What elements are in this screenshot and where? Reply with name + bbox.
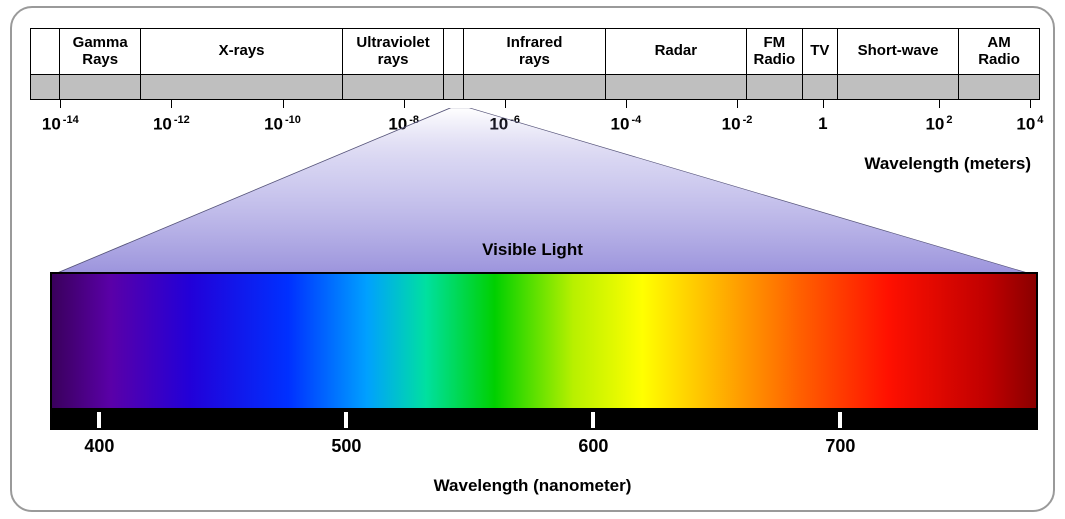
meter-tick-label: 10-12 (153, 114, 190, 135)
meter-tick-label: 1 (818, 114, 827, 134)
axis-title-nanometers: Wavelength (nanometer) (12, 476, 1053, 496)
meter-tick-label: 10-10 (264, 114, 301, 135)
nm-tick-label: 500 (331, 436, 361, 457)
em-segment: FM Radio (747, 28, 803, 74)
em-segment: Ultraviolet rays (343, 28, 444, 74)
em-segment: Radar (606, 28, 747, 74)
em-segment (444, 28, 464, 74)
meter-tick (283, 100, 284, 108)
em-segment: Gamma Rays (60, 28, 141, 74)
meter-tick-label: 102 (925, 114, 952, 135)
meter-tick-label: 10-4 (611, 114, 642, 135)
nm-tick-label: 400 (84, 436, 114, 457)
meter-tick (505, 100, 506, 108)
meter-tick-label: 10-8 (388, 114, 419, 135)
meter-tick (626, 100, 627, 108)
nm-tick (344, 412, 348, 428)
em-segment: X-rays (141, 28, 343, 74)
em-spectrum-table: Gamma RaysX-raysUltraviolet rays Infrared… (30, 28, 1040, 100)
em-segment-bar (959, 74, 1040, 100)
nanometer-axis-labels: 400 500 600 700 (50, 430, 1038, 460)
em-segment-bar (141, 74, 343, 100)
meter-tick-label: 10-14 (42, 114, 79, 135)
meter-tick (823, 100, 824, 108)
axis-title-meters: Wavelength (meters) (864, 154, 1031, 174)
meter-tick (404, 100, 405, 108)
em-segment: Infrared rays (464, 28, 605, 74)
meter-tick-label: 104 (1016, 114, 1043, 135)
em-segment: TV (803, 28, 838, 74)
meter-tick (939, 100, 940, 108)
em-segment-bar (838, 74, 959, 100)
diagram-frame: Gamma RaysX-raysUltraviolet rays Infrared… (10, 6, 1055, 512)
em-segment-bar (803, 74, 838, 100)
meter-tick (1030, 100, 1031, 108)
meter-tick (60, 100, 61, 108)
meter-tick (171, 100, 172, 108)
em-segment-bar (60, 74, 141, 100)
em-segment: AM Radio (959, 28, 1040, 74)
em-segment-bar (444, 74, 464, 100)
em-segment-bar (343, 74, 444, 100)
em-segment: Short-wave (838, 28, 959, 74)
meter-tick-label: 10-6 (489, 114, 520, 135)
nm-tick (591, 412, 595, 428)
em-segment-bar (606, 74, 747, 100)
nanometer-axis-bar (50, 410, 1038, 430)
nm-tick (97, 412, 101, 428)
meter-tick-label: 10-2 (722, 114, 753, 135)
em-segment-bar (747, 74, 803, 100)
nm-tick-label: 600 (578, 436, 608, 457)
em-segment-bar (30, 74, 60, 100)
em-segment (30, 28, 60, 74)
nm-tick-label: 700 (825, 436, 855, 457)
spectrum-gradient-bar (50, 272, 1038, 410)
nm-tick (838, 412, 842, 428)
visible-spectrum: 400 500 600 700 (50, 272, 1038, 460)
visible-light-label: Visible Light (12, 240, 1053, 260)
meter-tick (737, 100, 738, 108)
em-segment-bar (464, 74, 605, 100)
